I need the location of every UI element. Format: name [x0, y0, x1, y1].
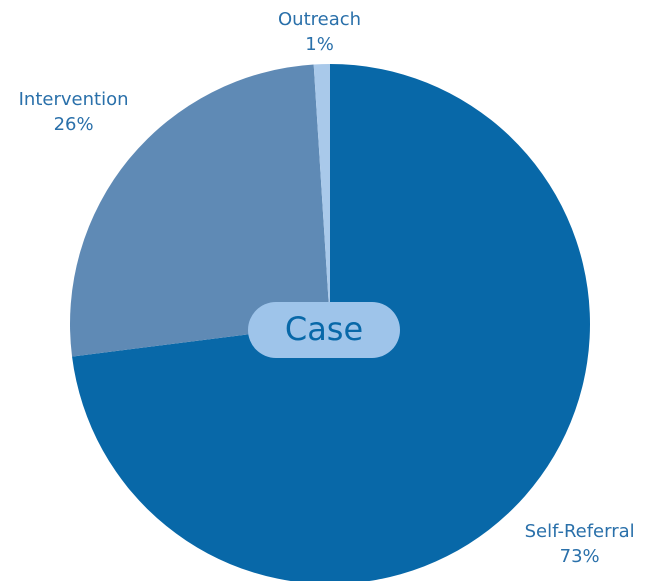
slice-value: 1%: [305, 34, 334, 55]
pie-slice: [70, 64, 330, 357]
center-pill: [248, 302, 400, 358]
slice-label: Outreach: [278, 9, 361, 30]
center-label: Case: [285, 310, 363, 348]
slice-label: Self-Referral: [525, 521, 635, 542]
slice-value: 73%: [560, 546, 600, 567]
slice-label: Intervention: [19, 89, 129, 110]
labels: Self-Referral 73% Intervention 26% Outreach 1…: [19, 9, 635, 567]
slice-value: 26%: [54, 114, 94, 135]
pie-slice: [313, 64, 330, 324]
